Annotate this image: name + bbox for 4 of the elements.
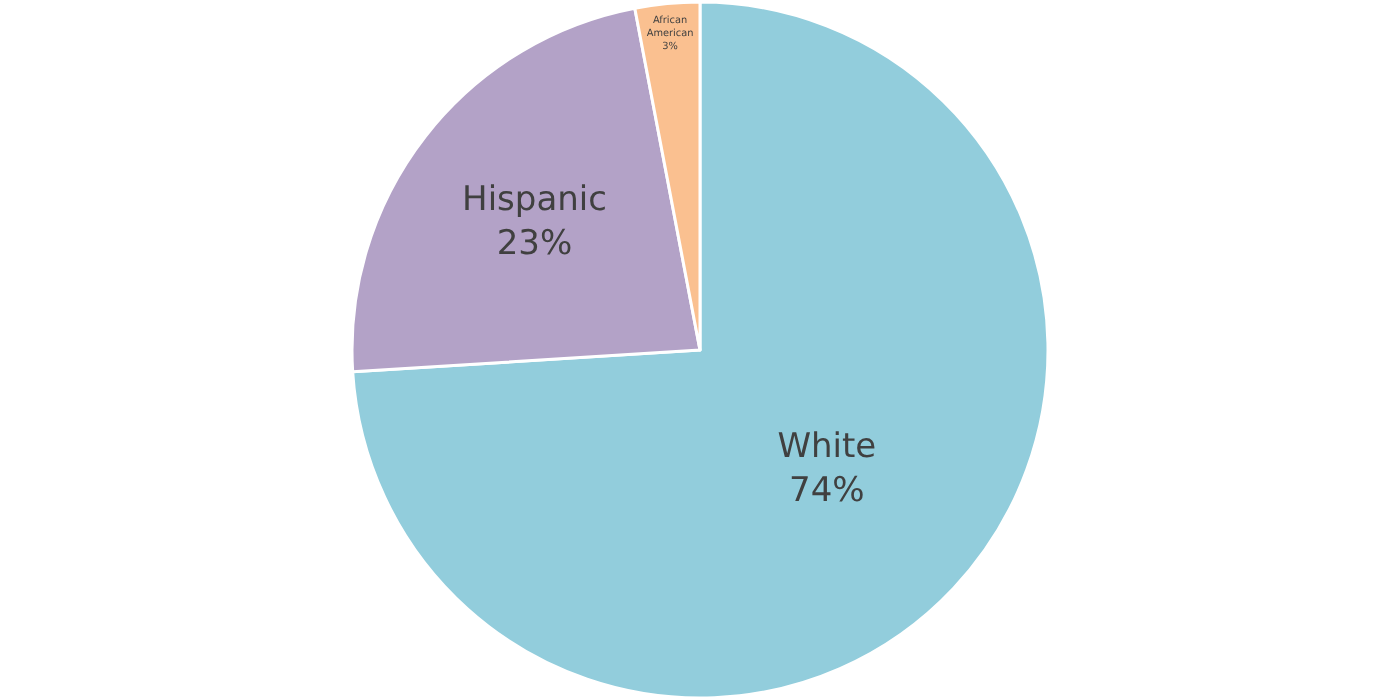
- slice-label: White: [777, 427, 877, 468]
- data-label: 23%: [496, 223, 573, 264]
- slice-label: Hispanic: [462, 179, 607, 220]
- data-label: 74%: [789, 471, 865, 512]
